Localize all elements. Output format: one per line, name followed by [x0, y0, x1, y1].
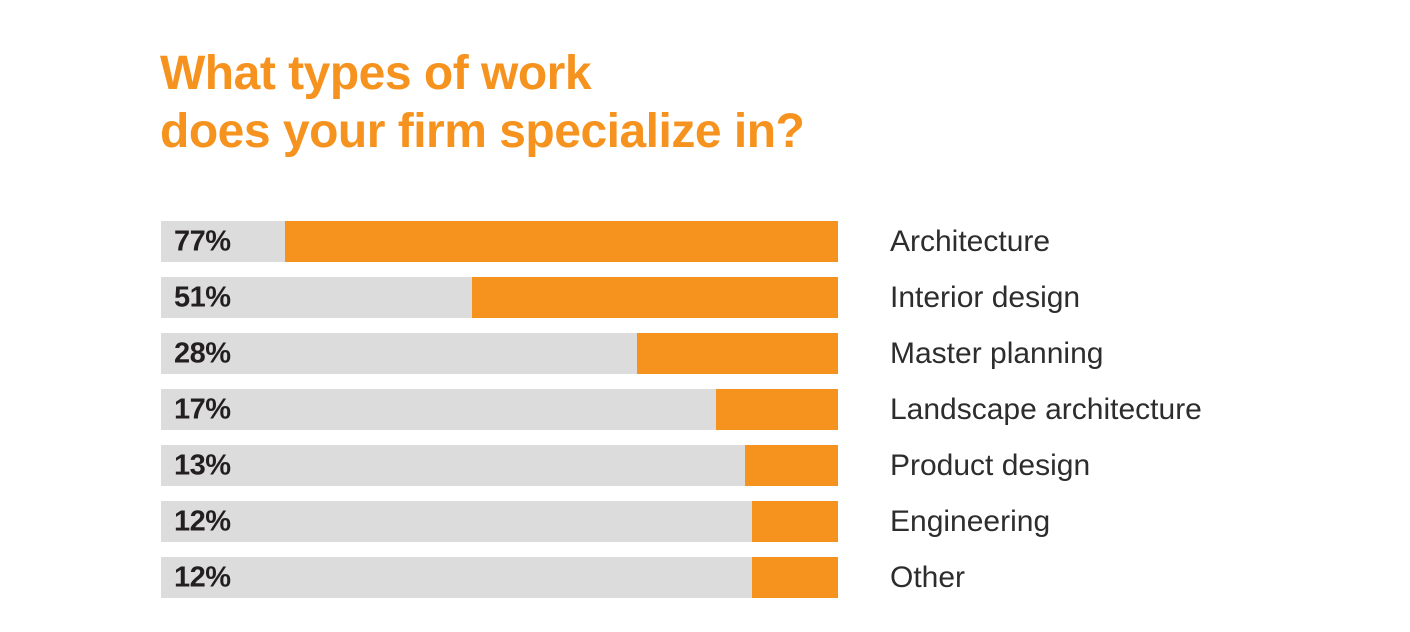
bar-category-label: Engineering — [890, 504, 1051, 538]
bar-category-label: Interior design — [890, 280, 1081, 314]
bar-row: 51% Interior design — [161, 277, 1202, 318]
bar-chart: 77% Architecture 51% Interior design 28% Mast… — [161, 221, 1202, 598]
bar-fill — [637, 333, 838, 374]
bar-row: 13% Product design — [161, 445, 1202, 486]
bar-category-label: Other — [890, 560, 966, 594]
chart-title-line-1: What types of work — [160, 47, 592, 100]
bar-fill — [472, 277, 838, 318]
bar-track: 28% — [161, 333, 838, 374]
bar-track: 17% — [161, 389, 838, 430]
bar-value-label: 51% — [174, 281, 231, 313]
bar-track: 51% — [161, 277, 838, 318]
bar-fill — [751, 501, 838, 542]
bar-category-label: Landscape architecture — [890, 392, 1202, 426]
bar-fill — [285, 221, 838, 262]
bar-fill — [716, 389, 838, 430]
bar-row: 12% Other — [161, 557, 1202, 598]
bar-track: 12% — [161, 557, 838, 598]
bar-row: 17% Landscape architecture — [161, 389, 1202, 430]
bar-row: 28% Master planning — [161, 333, 1202, 374]
bar-value-label: 12% — [174, 505, 231, 537]
bar-value-label: 13% — [174, 449, 231, 481]
bar-category-label: Master planning — [890, 336, 1104, 370]
bar-row: 77% Architecture — [161, 221, 1202, 262]
bar-track: 12% — [161, 501, 838, 542]
bar-track: 77% — [161, 221, 838, 262]
bar-value-label: 28% — [174, 337, 231, 369]
bar-value-label: 17% — [174, 393, 231, 425]
bar-category-label: Architecture — [890, 224, 1051, 258]
bar-track: 13% — [161, 445, 838, 486]
bar-value-label: 77% — [174, 225, 231, 257]
bar-category-label: Product design — [890, 448, 1091, 482]
chart-title: What types of work does your firm specia… — [160, 45, 805, 161]
chart-title-line-2: does your firm specialize in? — [160, 105, 805, 158]
bar-fill — [751, 557, 838, 598]
bar-row: 12% Engineering — [161, 501, 1202, 542]
bar-value-label: 12% — [174, 561, 231, 593]
bar-fill — [744, 445, 838, 486]
